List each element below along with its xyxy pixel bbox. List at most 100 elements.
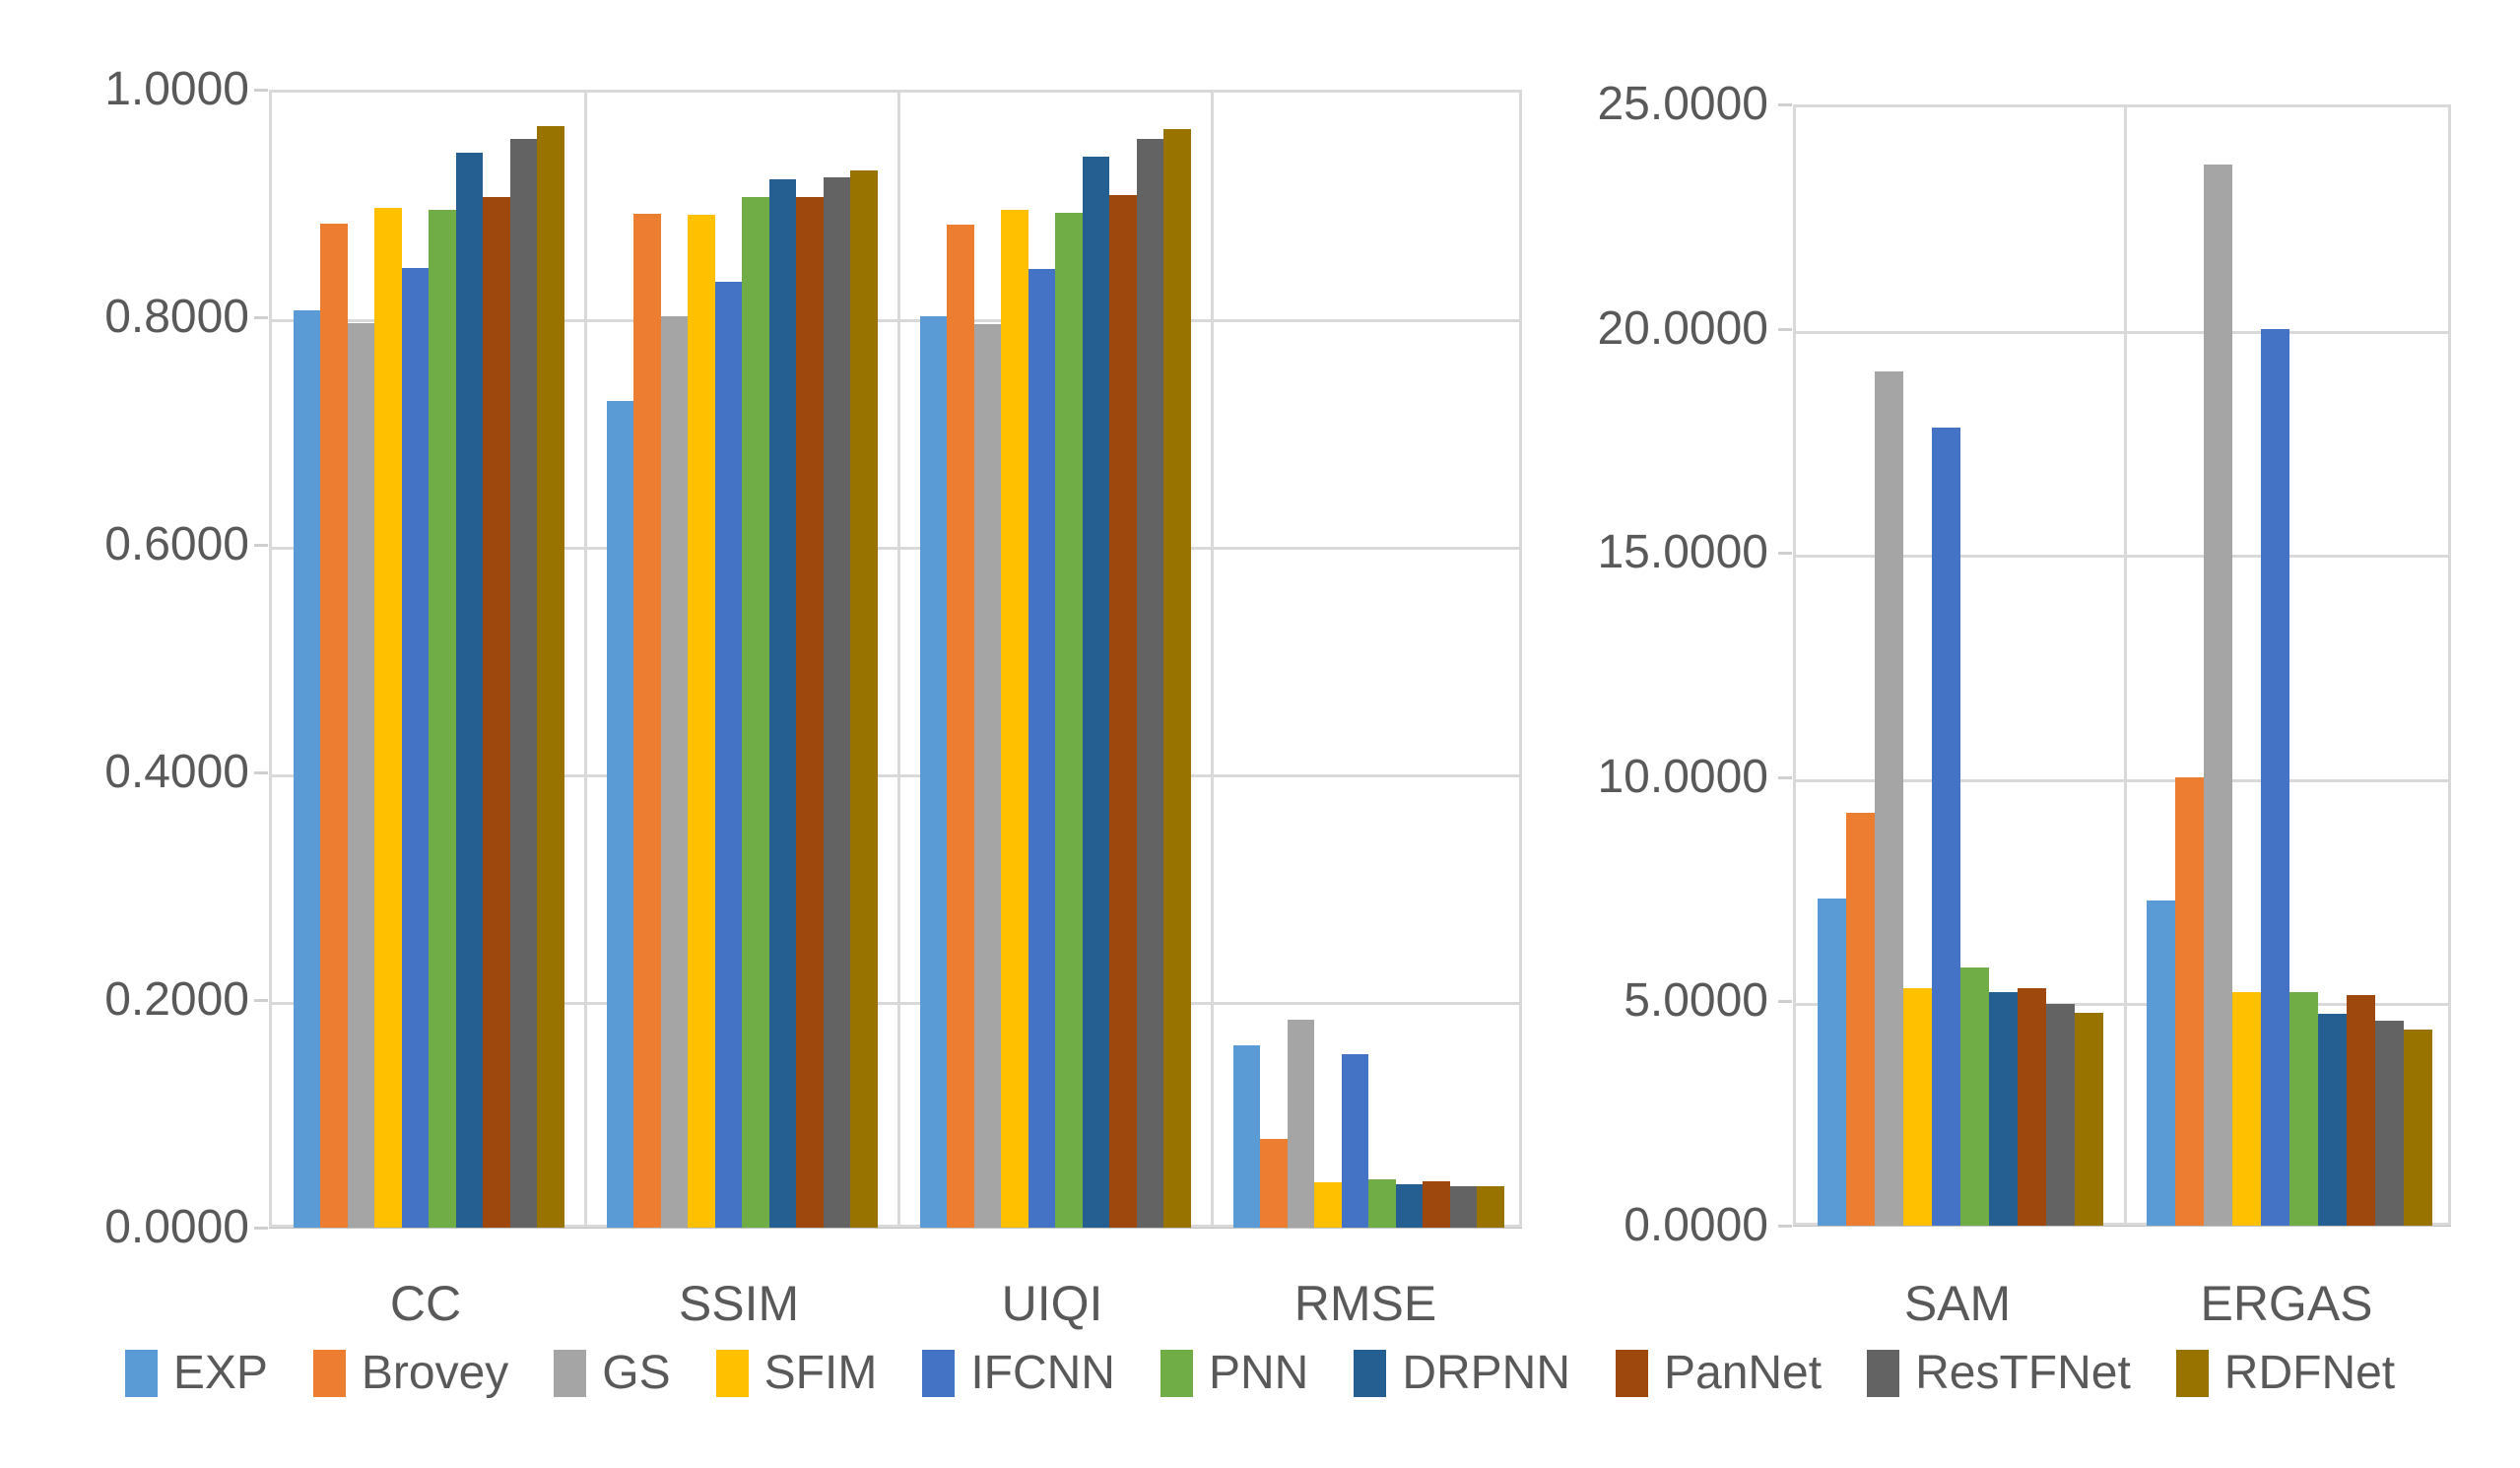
bar-IFCNN-CC (401, 268, 429, 1228)
bar-ResTFNet-RMSE (1449, 1186, 1477, 1228)
legend-swatch-DRPNN (1354, 1350, 1387, 1397)
legend-label: RDFNet (2223, 1347, 2396, 1399)
bar-PanNet-SSIM (796, 197, 824, 1228)
bar-PanNet-CC (483, 197, 510, 1228)
bar-ResTFNet-SSIM (823, 177, 850, 1228)
bar-Brovey-CC (320, 224, 348, 1228)
y-tick-label: 0.0000 (104, 1201, 249, 1253)
bar-Brovey-RMSE (1260, 1139, 1288, 1228)
y-gridline (272, 319, 1519, 322)
bar-EXP-ERGAS (2147, 901, 2175, 1226)
bar-Brovey-UIQI (947, 225, 974, 1228)
bar-GS-RMSE (1287, 1020, 1314, 1228)
y-tick-mark (1778, 1000, 1792, 1003)
bar-GS-SSIM (660, 316, 688, 1228)
bar-IFCNN-SSIM (714, 282, 742, 1228)
bar-IFCNN-SAM (1932, 428, 1960, 1226)
category-divider (1211, 93, 1214, 1225)
y-tick-mark (254, 89, 268, 92)
y-tick-label: 0.8000 (104, 291, 249, 343)
y-tick-mark (1778, 776, 1792, 779)
bar-Brovey-SAM (1846, 813, 1875, 1226)
bar-RDFNet-RMSE (1477, 1186, 1504, 1228)
y-tick-mark (1778, 328, 1792, 331)
bar-PNN-CC (429, 210, 456, 1228)
y-gridline (272, 547, 1519, 550)
legend-swatch-ResTFNet (1867, 1350, 1900, 1397)
bar-IFCNN-ERGAS (2261, 329, 2289, 1226)
legend-label: Brovey (361, 1347, 509, 1399)
y-gridline (1796, 331, 2448, 334)
bar-DRPNN-RMSE (1395, 1184, 1423, 1228)
bar-DRPNN-SAM (1989, 992, 2018, 1226)
legend-item-IFCNN: IFCNN (922, 1346, 1115, 1401)
y-tick-label: 25.0000 (1597, 78, 1768, 130)
bar-SFIM-RMSE (1314, 1182, 1342, 1228)
legend-item-ResTFNet: ResTFNet (1867, 1346, 2131, 1401)
bar-PanNet-SAM (2018, 988, 2046, 1226)
bar-RDFNet-SAM (2075, 1013, 2103, 1226)
bar-EXP-UIQI (919, 316, 947, 1228)
legend-item-RDFNet: RDFNet (2175, 1346, 2396, 1401)
legend-label: ResTFNet (1915, 1347, 2131, 1399)
bar-DRPNN-SSIM (768, 179, 796, 1228)
bar-PanNet-UIQI (1109, 195, 1137, 1228)
legend-swatch-Brovey (312, 1350, 346, 1397)
y-gridline (272, 774, 1519, 777)
bar-DRPNN-ERGAS (2318, 1014, 2347, 1226)
y-tick-label: 5.0000 (1624, 974, 1768, 1027)
bar-RDFNet-CC (537, 126, 564, 1228)
bar-EXP-CC (293, 310, 320, 1228)
bar-IFCNN-RMSE (1341, 1054, 1368, 1228)
legend-swatch-PanNet (1615, 1350, 1648, 1397)
bar-EXP-RMSE (1232, 1045, 1260, 1228)
y-tick-label: 10.0000 (1597, 751, 1768, 803)
y-tick-label: 0.2000 (104, 973, 249, 1026)
bar-PNN-UIQI (1055, 213, 1083, 1228)
y-tick-mark (254, 316, 268, 319)
legend-label: EXP (172, 1347, 268, 1399)
x-category-label: CC (389, 1276, 462, 1331)
y-tick-label: 0.6000 (104, 518, 249, 570)
x-category-label: UIQI (1001, 1276, 1103, 1331)
bar-IFCNN-UIQI (1028, 269, 1055, 1228)
legend-item-Brovey: Brovey (312, 1346, 509, 1401)
legend-swatch-PNN (1160, 1350, 1193, 1397)
bar-EXP-SAM (1818, 899, 1846, 1226)
y-tick-label: 0.4000 (104, 746, 249, 798)
bar-SFIM-UIQI (1001, 210, 1028, 1228)
bar-PanNet-ERGAS (2347, 995, 2375, 1226)
legend-swatch-IFCNN (922, 1350, 956, 1397)
legend-item-PNN: PNN (1160, 1346, 1308, 1401)
y-tick-mark (254, 544, 268, 547)
bar-DRPNN-CC (455, 153, 483, 1228)
bar-GS-SAM (1875, 371, 1903, 1226)
bar-ResTFNet-UIQI (1136, 139, 1163, 1228)
y-tick-label: 1.0000 (104, 63, 249, 115)
y-gridline (1796, 779, 2448, 782)
bar-EXP-SSIM (606, 401, 633, 1228)
y-tick-mark (1778, 552, 1792, 555)
x-category-label: ERGAS (2200, 1276, 2373, 1331)
bar-PNN-SAM (1960, 968, 1989, 1226)
bar-ResTFNet-ERGAS (2375, 1021, 2404, 1226)
category-divider (584, 93, 587, 1225)
y-tick-mark (1778, 103, 1792, 106)
x-category-label: RMSE (1293, 1276, 1437, 1331)
legend-swatch-GS (554, 1350, 587, 1397)
bar-ResTFNet-CC (509, 139, 537, 1228)
y-tick-mark (254, 999, 268, 1002)
legend-label: DRPNN (1402, 1347, 1570, 1399)
legend-swatch-RDFNet (2175, 1350, 2209, 1397)
right-plot-area (1793, 104, 2451, 1226)
bar-DRPNN-UIQI (1082, 157, 1109, 1228)
y-tick-mark (1778, 1225, 1792, 1228)
legend-label: PanNet (1663, 1347, 1823, 1399)
y-tick-label: 20.0000 (1597, 302, 1768, 355)
legend-item-DRPNN: DRPNN (1354, 1346, 1570, 1401)
legend-label: SFIM (763, 1347, 878, 1399)
x-category-label: SAM (1903, 1276, 2012, 1331)
bar-SFIM-SSIM (688, 215, 715, 1228)
bar-SFIM-SAM (1903, 988, 1932, 1226)
y-gridline (1796, 555, 2448, 558)
